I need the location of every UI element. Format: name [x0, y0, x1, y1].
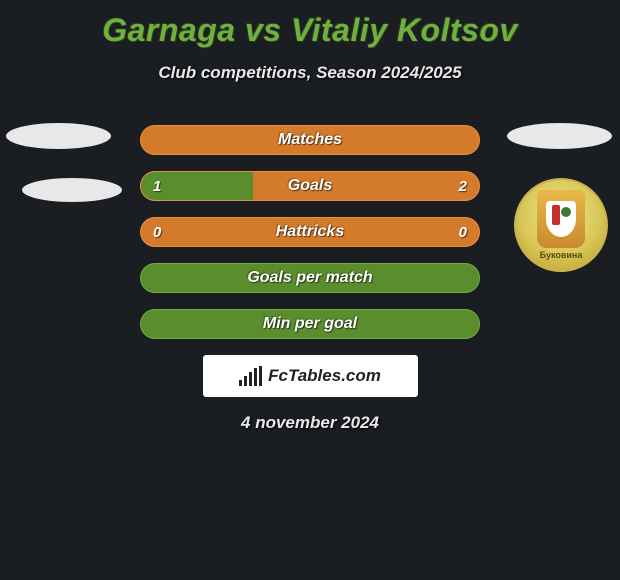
stat-row-hattricks: 0 Hattricks 0 [0, 217, 620, 247]
stat-bar: Matches [140, 125, 480, 155]
stat-bar: 1 Goals 2 [140, 171, 480, 201]
stat-row-matches: Matches [0, 125, 620, 155]
stat-label: Min per goal [141, 315, 479, 333]
date-label: 4 november 2024 [0, 413, 620, 433]
stat-label: Matches [141, 131, 479, 149]
stat-value-left: 1 [153, 178, 161, 195]
stat-value-right: 2 [459, 178, 467, 195]
stat-bar: 0 Hattricks 0 [140, 217, 480, 247]
stat-row-min-per-goal: Min per goal [0, 309, 620, 339]
stat-value-left: 0 [153, 224, 161, 241]
stat-label: Hattricks [141, 223, 479, 241]
stat-value-right: 0 [459, 224, 467, 241]
stat-row-goals-per-match: Goals per match [0, 263, 620, 293]
stat-bar: Min per goal [140, 309, 480, 339]
subtitle: Club competitions, Season 2024/2025 [0, 63, 620, 83]
stat-label: Goals per match [141, 269, 479, 287]
stat-row-goals: 1 Goals 2 [0, 171, 620, 201]
fctables-logo[interactable]: FcTables.com [203, 355, 418, 397]
bars-icon [239, 366, 262, 386]
stats-area: Matches 1 Goals 2 0 Hattricks 0 Goals pe… [0, 125, 620, 339]
stat-bar: Goals per match [140, 263, 480, 293]
page-title: Garnaga vs Vitaliy Koltsov [0, 0, 620, 49]
logo-text: FcTables.com [268, 366, 381, 386]
